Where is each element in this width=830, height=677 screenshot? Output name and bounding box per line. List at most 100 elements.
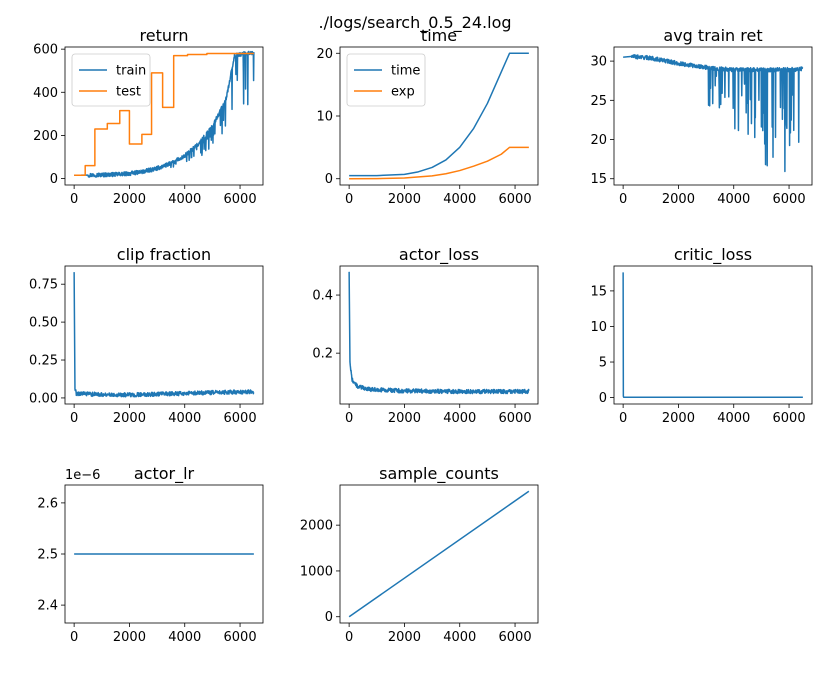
x-tick-label: 6000 — [224, 192, 257, 207]
y-tick-label: 2.5 — [37, 548, 58, 563]
axes-frame — [64, 484, 264, 624]
legend: train test — [71, 53, 151, 107]
subplot-actor-lr: actor_lr 1e−6 0 2000 4000 6000 2.4 2.5 2.6 — [37, 464, 264, 645]
legend: time exp — [346, 53, 426, 107]
subplot-title: sample_counts — [379, 464, 499, 484]
axes-frame — [64, 265, 264, 405]
series-line-test — [74, 52, 254, 177]
y-tick-label: 0.4 — [312, 289, 333, 304]
series-line-clip-fraction — [73, 272, 255, 398]
figure-suptitle: ./logs/search_0.5_24.log — [318, 13, 511, 33]
y-tick-label: 0 — [325, 172, 333, 187]
x-tick-label: 4000 — [443, 630, 476, 645]
x-tick-label: 2000 — [662, 411, 695, 426]
subplot-time: time 0 2000 4000 6000 0 10 20 time exp — [316, 26, 539, 207]
x-tick-label: 6000 — [773, 192, 806, 207]
y-tick-label: 600 — [33, 43, 58, 58]
x-tick-label: 2000 — [388, 630, 421, 645]
legend-label: time — [391, 64, 420, 79]
x-tick-label: 6000 — [224, 411, 257, 426]
y-tick-label: 10 — [316, 110, 333, 125]
y-tick-label: 0 — [325, 610, 333, 625]
y-tick-label: 200 — [33, 129, 58, 144]
x-tick-label: 4000 — [168, 411, 201, 426]
x-tick-label: 6000 — [499, 630, 532, 645]
y-tick-label: 5 — [599, 356, 607, 371]
y-tick-label: 0.25 — [29, 354, 58, 369]
x-tick-label: 0 — [345, 411, 353, 426]
x-tick-label: 0 — [619, 411, 627, 426]
series-line-avg-train-ret — [622, 54, 804, 173]
y-tick-label: 10 — [590, 320, 607, 335]
y-tick-label: 15 — [590, 284, 607, 299]
y-tick-label: 30 — [590, 55, 607, 70]
subplot-sample-counts: sample_counts 0 2000 4000 6000 0 1000 2000 — [300, 464, 539, 645]
series-line-actor-loss — [348, 271, 530, 395]
x-tick-label: 0 — [345, 630, 353, 645]
subplot-critic-loss: critic_loss 0 2000 4000 6000 0 5 10 15 — [590, 245, 813, 426]
y-tick-label: 0.00 — [29, 391, 58, 406]
x-tick-label: 0 — [619, 192, 627, 207]
subplot-title: avg train ret — [663, 26, 762, 45]
axes-frame — [613, 265, 813, 405]
x-tick-label: 0 — [70, 411, 78, 426]
y-tick-label: 1000 — [300, 564, 333, 579]
x-tick-label: 0 — [70, 192, 78, 207]
x-tick-label: 6000 — [224, 630, 257, 645]
axes-frame — [339, 46, 539, 186]
legend-box — [71, 53, 151, 107]
x-tick-label: 2000 — [388, 411, 421, 426]
plot-area — [348, 490, 530, 618]
x-tick-label: 0 — [345, 192, 353, 207]
subplot-avg-train-ret: avg train ret 0 2000 4000 6000 15 20 25 30 — [590, 26, 813, 207]
axes-frame — [339, 265, 539, 405]
y-tick-label: 400 — [33, 86, 58, 101]
plot-area — [73, 50, 255, 178]
x-tick-label: 2000 — [113, 411, 146, 426]
y-tick-label: 0.50 — [29, 316, 58, 331]
x-tick-label: 2000 — [113, 630, 146, 645]
y-tick-label: 2000 — [300, 519, 333, 534]
subplot-title: actor_lr — [134, 464, 195, 484]
subplot-clip-fraction: clip fraction 0 2000 4000 6000 0.00 0.25 0.50 0.… — [29, 245, 264, 426]
x-tick-label: 2000 — [388, 192, 421, 207]
x-tick-label: 4000 — [443, 192, 476, 207]
x-tick-label: 6000 — [499, 411, 532, 426]
subplot-actor-loss: actor_loss 0 2000 4000 6000 0.2 0.4 — [312, 245, 539, 426]
series-line-critic-loss — [622, 272, 803, 398]
subplot-title: critic_loss — [674, 245, 752, 265]
y-tick-label: 20 — [590, 133, 607, 148]
plot-area — [622, 272, 803, 398]
y-tick-label: 2.4 — [37, 599, 58, 614]
series-line-exp — [349, 146, 529, 180]
x-tick-label: 4000 — [168, 192, 201, 207]
axis-offset-label: 1e−6 — [65, 468, 100, 483]
y-tick-label: 0 — [599, 391, 607, 406]
x-tick-label: 6000 — [499, 192, 532, 207]
x-tick-label: 4000 — [717, 411, 750, 426]
y-tick-label: 25 — [590, 94, 607, 109]
legend-label: test — [116, 85, 141, 100]
legend-label: train — [116, 64, 146, 79]
plot-area — [348, 271, 530, 395]
x-tick-label: 4000 — [443, 411, 476, 426]
y-tick-label: 0 — [50, 172, 58, 187]
x-tick-label: 2000 — [113, 192, 146, 207]
axes-frame — [64, 46, 264, 186]
series-line-train — [73, 50, 255, 178]
legend-label: exp — [391, 85, 415, 100]
x-tick-label: 4000 — [717, 192, 750, 207]
subplot-title: time — [421, 26, 457, 45]
axes-frame — [339, 484, 539, 624]
subplot-title: actor_loss — [399, 245, 479, 265]
y-tick-label: 0.2 — [312, 347, 333, 362]
y-tick-label: 20 — [316, 47, 333, 62]
subplot-title: return — [140, 26, 189, 45]
y-tick-label: 0.75 — [29, 278, 58, 293]
plot-area — [622, 54, 804, 173]
x-tick-label: 2000 — [662, 192, 695, 207]
legend-box — [346, 53, 426, 107]
x-tick-label: 4000 — [168, 630, 201, 645]
